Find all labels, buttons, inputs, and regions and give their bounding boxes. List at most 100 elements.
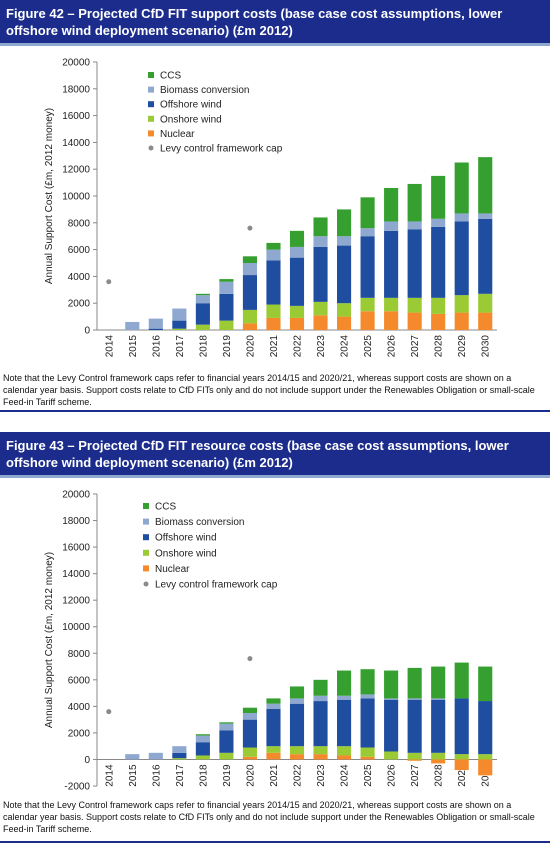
bar-segment (195, 735, 210, 743)
bar-segment (431, 226, 446, 298)
legend-marker (148, 115, 154, 122)
bar-segment (454, 295, 469, 313)
y-tick-label: 6000 (68, 245, 91, 256)
x-tick-label: 2026 (387, 335, 398, 358)
x-tick-label: 2018 (198, 335, 209, 358)
y-tick-label: 0 (84, 326, 90, 337)
x-tick-label: 2019 (222, 335, 233, 358)
legend-marker (148, 145, 154, 151)
bar-segment (242, 323, 257, 330)
bar-segment (407, 698, 422, 700)
bar-segment (454, 759, 469, 771)
x-tick-label: 2023 (316, 335, 327, 358)
bar-segment (313, 695, 328, 702)
bar-segment (431, 752, 446, 760)
x-tick-label: 2028 (434, 764, 445, 787)
separator (0, 410, 550, 412)
bar-segment (195, 755, 210, 760)
bar-segment (360, 197, 375, 229)
bar-segment (266, 260, 281, 305)
bar-segment (431, 218, 446, 227)
legend-label: Offshore wind (160, 100, 222, 111)
bar-segment (360, 747, 375, 757)
legend-label: Levy control framework cap (160, 144, 283, 155)
bar-segment (289, 257, 305, 306)
x-tick-label: 2023 (316, 764, 327, 787)
x-tick-label: 2016 (151, 335, 162, 358)
bar-segment (384, 297, 399, 312)
bar-segment (478, 312, 493, 330)
bar-segment (219, 320, 234, 330)
bar-segment (148, 752, 163, 760)
x-tick-label: 2024 (340, 335, 351, 358)
bar-segment (478, 213, 493, 219)
bar-segment (313, 217, 328, 237)
bar-segment (407, 297, 422, 313)
bar-segment (384, 221, 399, 231)
legend-label: Onshore wind (155, 548, 217, 559)
bar-segment (337, 699, 352, 747)
bar-segment (337, 746, 352, 756)
bar-segment (337, 236, 352, 246)
bar-segment (337, 245, 352, 304)
bar-segment (360, 236, 375, 298)
bar-segment (360, 694, 375, 699)
cap-point (106, 279, 112, 285)
y-tick-label: 6000 (68, 675, 91, 686)
bar-segment (242, 719, 257, 748)
bar-segment (360, 311, 375, 330)
y-tick-label: 4000 (68, 272, 91, 283)
bar-segment (242, 309, 257, 324)
bar-segment (478, 157, 493, 214)
legend-marker (148, 130, 154, 137)
legend-marker (148, 86, 154, 93)
bar-segment (384, 670, 399, 699)
bar-segment (454, 698, 469, 755)
y-tick-label: 20000 (62, 58, 90, 69)
bar-segment (313, 301, 328, 316)
bar-segment (360, 698, 375, 748)
bar-segment (289, 754, 305, 760)
legend-marker (143, 534, 149, 541)
y-tick-label: 16000 (62, 543, 90, 554)
bar-segment (266, 698, 281, 704)
bar-segment (195, 742, 210, 756)
bar-segment (313, 701, 328, 747)
y-tick-label: 20000 (62, 490, 90, 501)
x-tick-label: 2022 (293, 764, 304, 787)
bar-segment (172, 746, 187, 753)
y-tick-label: 10000 (62, 192, 90, 203)
cap-point (247, 225, 253, 231)
bar-segment (242, 256, 257, 263)
bar-segment (289, 317, 305, 330)
bar-segment (172, 308, 187, 321)
x-tick-label: 2027 (410, 335, 421, 358)
x-tick-label: 2020 (245, 764, 256, 787)
y-tick-label: -2000 (64, 782, 90, 793)
x-tick-label: 2025 (363, 764, 374, 787)
legend-label: Offshore wind (155, 533, 217, 544)
bar-segment (125, 754, 140, 760)
y-tick-label: 0 (84, 755, 90, 766)
bar-segment (431, 313, 446, 330)
figure-title: Figure 42 – Projected CfD FIT support co… (0, 0, 550, 46)
bar-segment (478, 701, 493, 755)
bar-segment (172, 758, 187, 760)
bar-segment (289, 686, 305, 699)
bar-segment (407, 699, 422, 753)
bar-segment (148, 328, 163, 330)
bar-segment (431, 698, 446, 700)
bar-segment (478, 759, 493, 776)
x-tick-label: 2014 (104, 764, 115, 787)
bar-segment (289, 746, 305, 755)
bar-segment (219, 723, 234, 731)
y-axis-label: Annual Support Cost (£m, 2012 money) (44, 552, 55, 728)
x-tick-label: 2015 (128, 764, 139, 787)
y-tick-label: 18000 (62, 84, 90, 95)
bar-segment (266, 249, 281, 261)
y-tick-label: 12000 (62, 165, 90, 176)
legend-marker (148, 72, 154, 78)
legend-label: Onshore wind (160, 114, 222, 125)
legend-label: Nuclear (160, 129, 195, 140)
bar-segment (242, 747, 257, 757)
